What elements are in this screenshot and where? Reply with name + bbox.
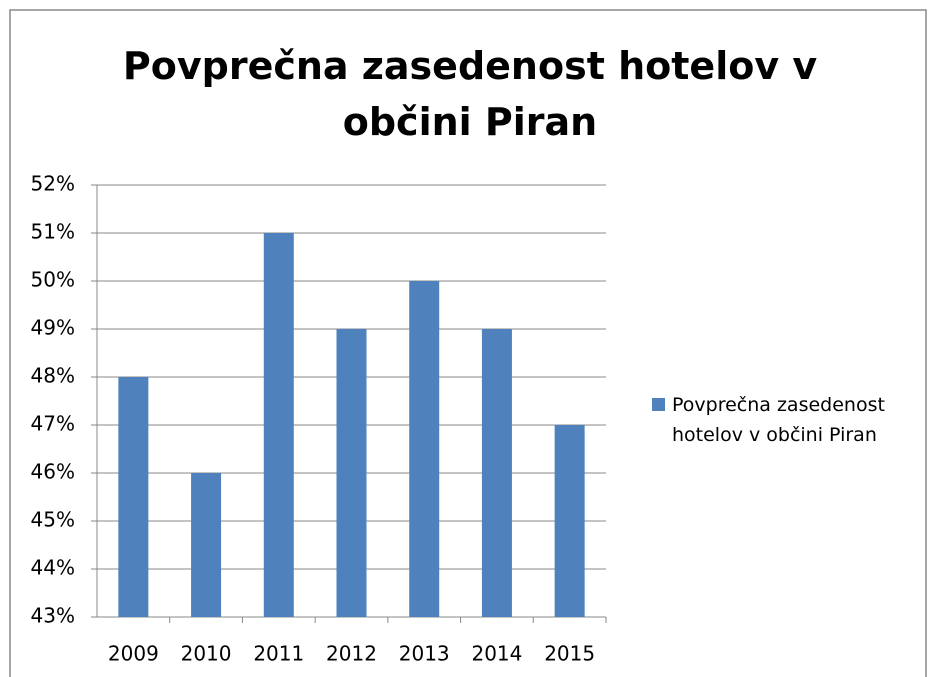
x-tick-label: 2009 <box>108 642 159 666</box>
y-tick-label: 48% <box>31 364 75 388</box>
y-tick-label: 50% <box>31 268 75 292</box>
bar <box>554 425 585 617</box>
bar <box>409 281 440 617</box>
chart-border <box>9 9 927 677</box>
chart-title: Povprečna zasedenost hotelov v občini Pi… <box>122 44 818 144</box>
x-tick-label: 2011 <box>253 642 304 666</box>
bar <box>336 329 367 617</box>
x-tick-label: 2015 <box>544 642 595 666</box>
x-tick-label: 2014 <box>471 642 522 666</box>
legend: Povprečna zasedenost hotelov v občini Pi… <box>652 390 922 450</box>
y-tick-label: 44% <box>31 556 75 580</box>
bar <box>481 329 512 617</box>
bar <box>263 233 294 617</box>
y-tick-label: 45% <box>31 508 75 532</box>
y-tick-label: 43% <box>31 604 75 628</box>
y-tick-label: 47% <box>31 412 75 436</box>
x-tick-label: 2013 <box>399 642 450 666</box>
x-tick-label: 2012 <box>326 642 377 666</box>
y-tick-label: 51% <box>31 220 75 244</box>
y-tick-label: 52% <box>31 172 75 196</box>
legend-label: Povprečna zasedenost hotelov v občini Pi… <box>672 394 885 446</box>
y-tick-label: 49% <box>31 316 75 340</box>
x-tick-label: 2010 <box>181 642 232 666</box>
bar <box>191 473 222 617</box>
legend-swatch <box>652 398 665 411</box>
bar <box>118 377 149 617</box>
y-tick-label: 46% <box>31 460 75 484</box>
